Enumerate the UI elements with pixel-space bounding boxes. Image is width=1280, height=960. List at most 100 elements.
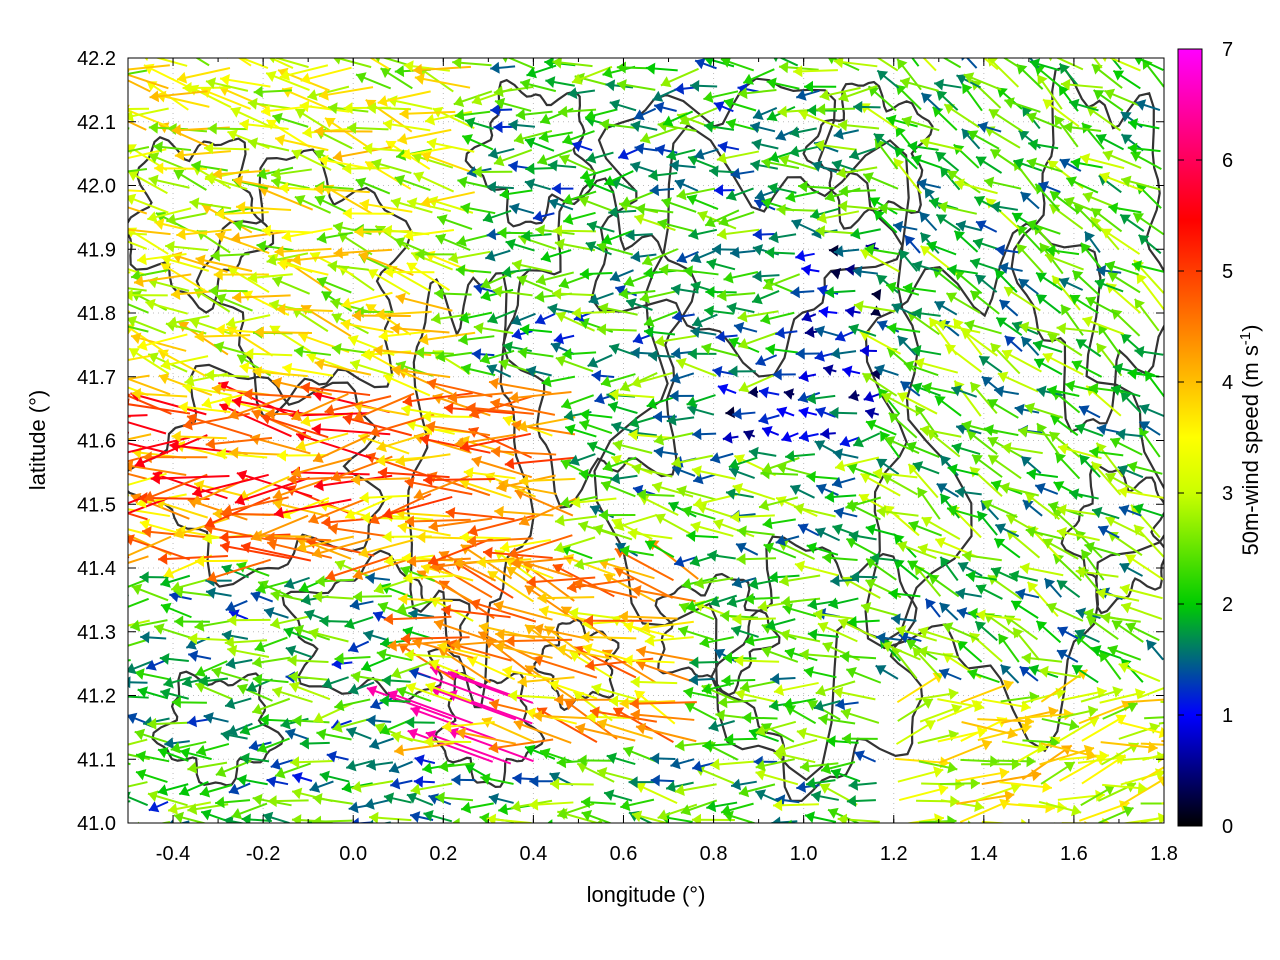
wind-arrow-head xyxy=(900,381,912,392)
wind-arrow-shaft xyxy=(981,820,1012,823)
wind-arrow-head xyxy=(137,339,148,351)
wind-arrow-head xyxy=(798,523,809,535)
wind-arrow-head xyxy=(1083,608,1094,620)
wind-arrow-head xyxy=(550,778,560,790)
wind-arrow-head xyxy=(983,424,994,437)
x-axis-ticks: -0.4 -0.2 0.0 0.2 0.4 0.6 0.8 1.0 1.2 1.4 1.6 1.8 xyxy=(127,58,1178,865)
wind-arrow-head xyxy=(837,200,848,213)
wind-arrow-head xyxy=(363,629,374,642)
wind-arrow-head xyxy=(757,600,768,613)
wind-arrow-head xyxy=(232,396,242,408)
wind-arrow-head xyxy=(300,72,311,85)
x-tick-label: 1.0 xyxy=(790,843,818,865)
wind-arrow-head xyxy=(321,291,333,302)
wind-arrow-head xyxy=(459,531,469,544)
wind-arrow-head xyxy=(1094,278,1106,290)
wind-arrow-shaft xyxy=(476,558,532,564)
wind-arrow-head xyxy=(796,727,807,740)
wind-arrow-head xyxy=(998,633,1009,645)
wind-arrow-head xyxy=(291,814,302,823)
wind-arrow-head xyxy=(738,381,750,393)
wind-arrow-head xyxy=(437,214,448,226)
wind-arrow-shaft xyxy=(471,458,533,479)
wind-arrow-head xyxy=(292,714,302,727)
wind-arrow-head xyxy=(342,207,352,220)
wind-arrow-head xyxy=(754,189,766,201)
wind-arrow-head xyxy=(569,454,580,466)
wind-arrow-head xyxy=(365,572,375,585)
wind-arrow-shaft xyxy=(130,334,187,352)
wind-arrow-head xyxy=(252,793,263,806)
wind-arrow-head xyxy=(304,609,315,621)
wind-arrow-head xyxy=(717,289,727,302)
wind-arrow-head xyxy=(976,156,987,167)
wind-arrow-head xyxy=(374,722,386,734)
wind-arrow-head xyxy=(640,621,651,634)
wind-arrow-head xyxy=(785,190,796,203)
wind-arrow-head xyxy=(846,795,857,807)
wind-arrow-head xyxy=(742,711,752,724)
wind-arrow-shaft xyxy=(1119,777,1164,807)
wind-arrow-head xyxy=(316,276,328,288)
wind-arrow-head xyxy=(558,105,568,118)
wind-arrow-head xyxy=(594,392,605,405)
wind-arrow-head xyxy=(633,484,644,497)
wind-arrow-shaft xyxy=(128,325,149,333)
wind-arrow-head xyxy=(874,364,885,376)
wind-arrow-head xyxy=(789,145,800,158)
wind-arrow-shaft xyxy=(318,86,374,98)
wind-arrow-head xyxy=(763,542,775,554)
wind-arrow-head xyxy=(359,491,369,504)
wind-arrow-head xyxy=(728,458,740,470)
wind-arrow-shaft xyxy=(234,476,310,504)
wind-arrow-head xyxy=(977,121,989,133)
wind-arrow-head xyxy=(631,463,642,475)
wind-arrow-head xyxy=(780,629,791,641)
wind-arrow-head xyxy=(248,137,259,150)
wind-arrow-shaft xyxy=(1055,58,1084,71)
wind-arrow-head xyxy=(706,800,717,813)
wind-arrow-head xyxy=(315,575,325,588)
wind-arrow-shaft xyxy=(507,534,573,557)
wind-arrow-head xyxy=(752,293,763,305)
wind-arrow-head xyxy=(759,499,770,511)
wind-arrow-shaft xyxy=(426,473,491,497)
wind-arrow-head xyxy=(221,629,232,642)
wind-arrow-head xyxy=(977,511,988,522)
wind-arrow-head xyxy=(532,710,543,722)
wind-arrow-head xyxy=(153,141,163,153)
wind-arrow-head xyxy=(370,698,381,710)
wind-arrow-head xyxy=(738,785,750,798)
wind-arrow-shaft xyxy=(128,537,191,561)
wind-arrow-head xyxy=(282,362,293,375)
wind-arrow-head xyxy=(241,813,251,823)
wind-arrow-head xyxy=(845,305,855,318)
wind-arrow-head xyxy=(215,231,226,243)
wind-arrow-shaft xyxy=(390,327,450,334)
wind-arrow-head xyxy=(85,164,94,176)
wind-arrow-head xyxy=(312,815,322,823)
wind-arrow-head xyxy=(1089,446,1099,459)
wind-arrow-shaft xyxy=(201,203,253,234)
wind-arrow-head xyxy=(598,509,608,522)
wind-arrow-head xyxy=(619,545,630,557)
wind-arrow-head xyxy=(720,58,731,68)
wind-arrow-head xyxy=(1146,640,1157,651)
wind-arrow-shaft xyxy=(179,820,190,823)
wind-arrow-head xyxy=(536,274,547,286)
wind-arrow-shaft xyxy=(130,392,207,416)
wind-arrow-head xyxy=(379,694,389,707)
wind-arrow-shaft xyxy=(635,725,697,743)
wind-arrow-head xyxy=(990,149,1002,160)
wind-arrow-head xyxy=(313,183,324,196)
wind-arrow-head xyxy=(886,114,897,127)
wind-arrow-shaft xyxy=(1100,741,1158,750)
wind-arrow-head xyxy=(459,478,471,490)
wind-arrow-head xyxy=(1044,578,1056,590)
wind-arrow-head xyxy=(1084,541,1095,554)
wind-arrow-head xyxy=(776,406,788,418)
wind-arrow-head xyxy=(453,95,465,108)
wind-arrow-head xyxy=(597,767,608,779)
wind-arrow-head xyxy=(712,365,723,378)
wind-arrow-head xyxy=(128,712,138,724)
